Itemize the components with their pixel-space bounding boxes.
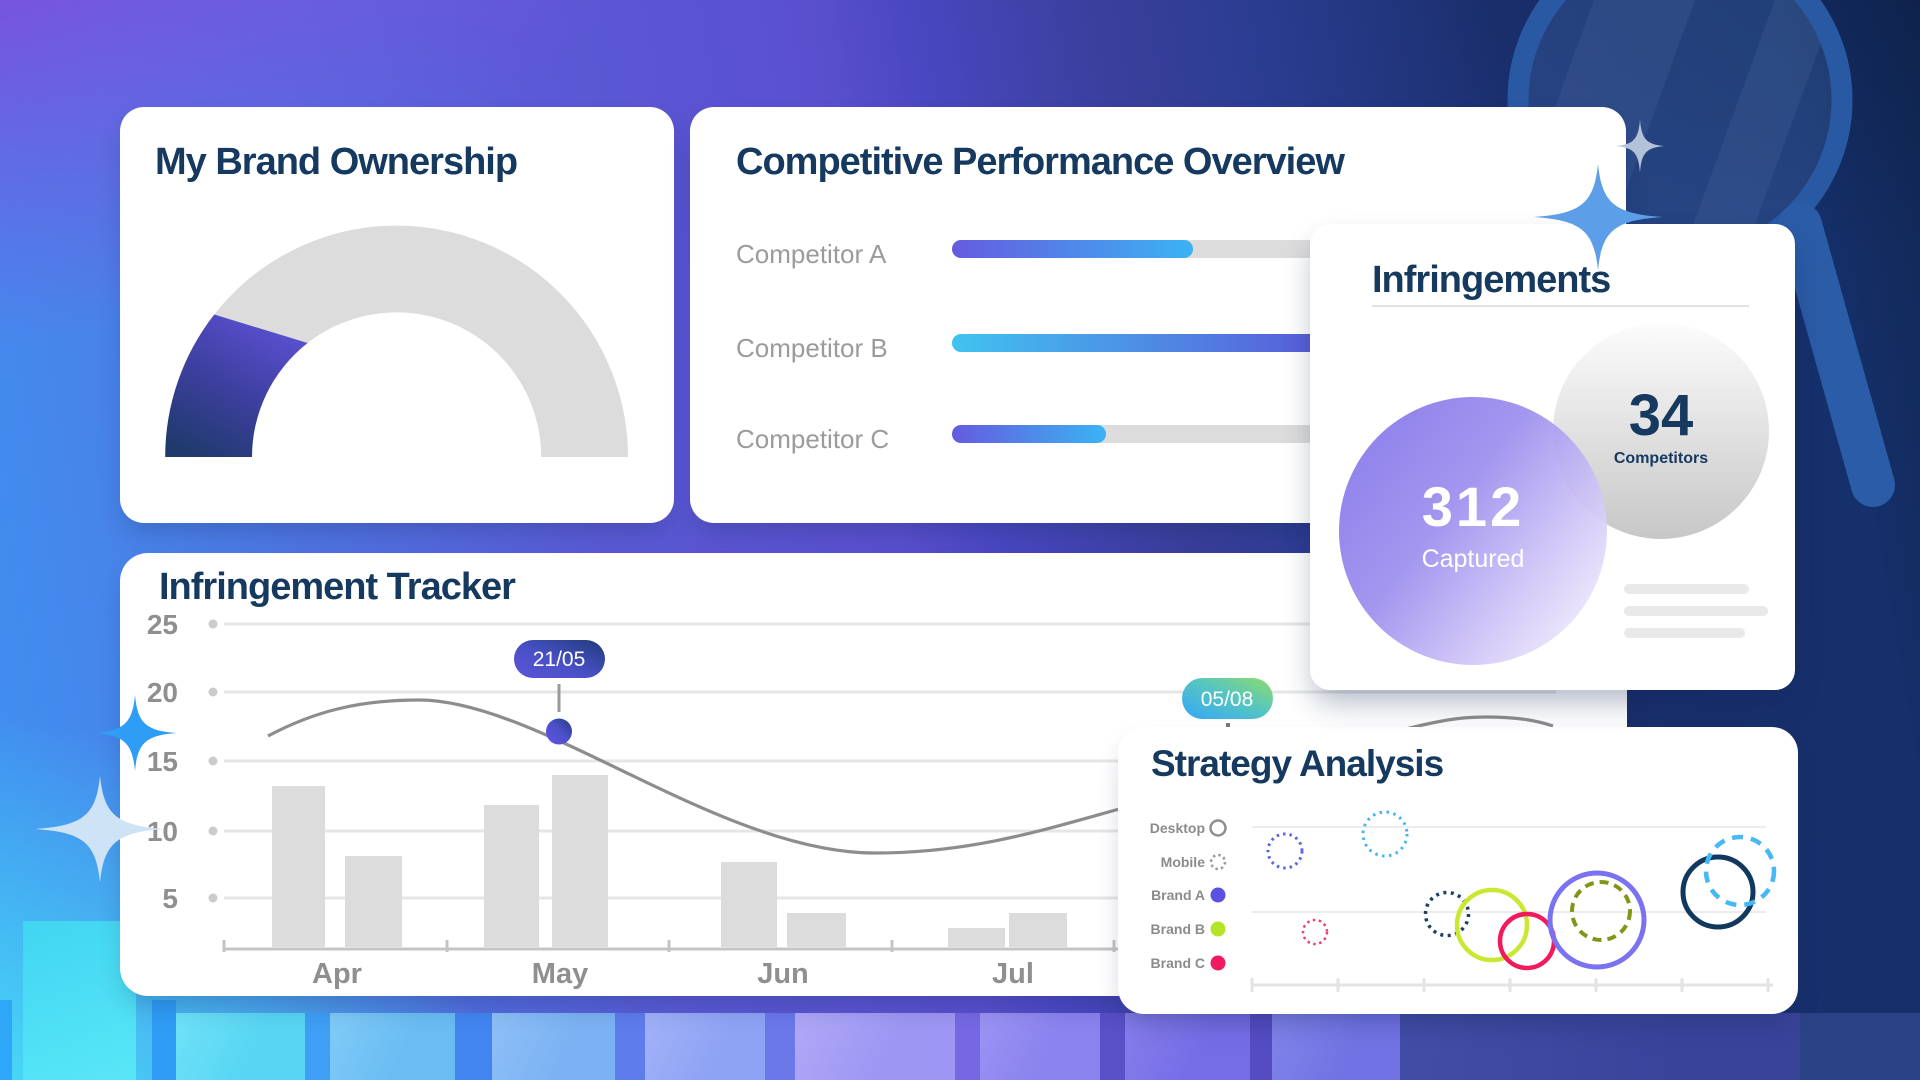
svg-text:May: May [532,958,588,990]
svg-text:25: 25 [147,609,178,640]
svg-text:Mobile: Mobile [1161,854,1206,870]
svg-text:10: 10 [147,816,178,847]
svg-text:Apr: Apr [312,958,362,990]
svg-text:5: 5 [162,883,178,914]
svg-text:Brand B: Brand B [1151,921,1205,937]
svg-text:21/05: 21/05 [533,648,586,671]
svg-text:Brand A: Brand A [1151,887,1205,903]
svg-text:05/08: 05/08 [1201,688,1254,711]
svg-text:Jun: Jun [757,958,809,990]
svg-text:Brand C: Brand C [1151,955,1205,971]
svg-text:Jul: Jul [992,958,1034,990]
svg-text:15: 15 [147,746,178,777]
svg-text:20: 20 [147,677,178,708]
svg-text:Desktop: Desktop [1150,820,1205,836]
